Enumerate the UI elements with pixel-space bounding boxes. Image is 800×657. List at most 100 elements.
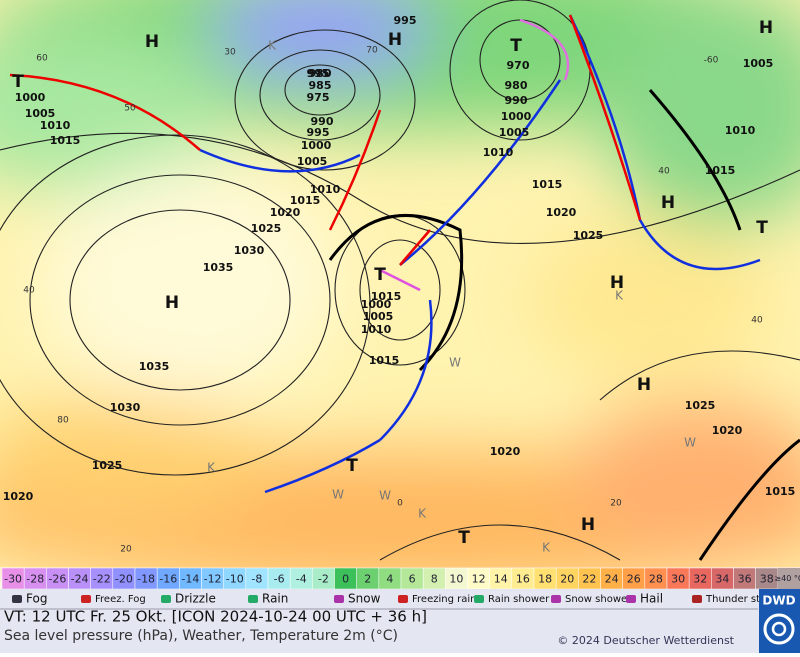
legend-label: Hail xyxy=(640,592,663,606)
isobar-label: 1025 xyxy=(251,222,282,235)
scale-label: -10 xyxy=(226,573,244,586)
legend-label: Thunder storm xyxy=(705,594,780,605)
scale-label: 10 xyxy=(449,573,463,586)
scale-label: -30 xyxy=(4,573,22,586)
graticule-label: 40 xyxy=(23,286,35,296)
isobar-label: 1025 xyxy=(573,229,604,242)
isobar-label: 1015 xyxy=(765,485,796,498)
isobar-label: 1030 xyxy=(234,244,265,257)
isobar-label: 1010 xyxy=(40,119,71,132)
scale-label: 34 xyxy=(715,573,729,586)
legend-label: Drizzle xyxy=(175,592,216,606)
legend-symbol xyxy=(248,595,258,603)
scale-label: -16 xyxy=(159,573,177,586)
scale-label: 16 xyxy=(516,573,530,586)
pressure-center: H xyxy=(759,18,773,38)
logo-swirl xyxy=(771,621,787,637)
graticule-label: -60 xyxy=(704,56,719,66)
isobar-label: 1005 xyxy=(363,310,394,323)
graticule-label: 50 xyxy=(124,104,136,114)
scale-label: 30 xyxy=(671,573,685,586)
scale-label: 14 xyxy=(494,573,508,586)
graticule-label: 0 xyxy=(397,499,403,509)
air-mass-mark: K xyxy=(268,39,277,53)
legend-label: Freezing rain xyxy=(412,594,476,605)
scale-label: 36 xyxy=(738,573,752,586)
scale-label: 20 xyxy=(560,573,574,586)
isobar-label: 1010 xyxy=(725,124,756,137)
legend-symbol xyxy=(161,595,171,603)
scale-label: 26 xyxy=(627,573,641,586)
graticule-label: 70 xyxy=(366,46,378,56)
isobar-label: 1015 xyxy=(532,178,563,191)
pressure-center: T xyxy=(510,36,522,56)
graticule-label: 30 xyxy=(224,48,236,58)
graticule-label: 60 xyxy=(36,54,48,64)
scale-label: -6 xyxy=(274,573,285,586)
pressure-center: H xyxy=(388,30,402,50)
scale-label: -20 xyxy=(115,573,133,586)
isobar-label: 980 xyxy=(309,67,332,80)
scale-label: 6 xyxy=(409,573,416,586)
isobar-label: 1020 xyxy=(546,206,577,219)
air-mass-mark: K xyxy=(207,461,216,475)
legend-symbol xyxy=(398,595,408,603)
temperature-field xyxy=(0,0,800,590)
isobar-label: 1020 xyxy=(712,424,743,437)
scale-cell xyxy=(777,568,800,589)
legend-label: Freez. Fog xyxy=(95,594,146,605)
pressure-center: T xyxy=(374,265,386,285)
air-mass-mark: W xyxy=(332,488,344,502)
legend-label: Rain xyxy=(262,592,288,606)
isobar-label: 1015 xyxy=(50,134,81,147)
isobar-label: 1000 xyxy=(501,110,532,123)
isobar-label: 1015 xyxy=(371,290,402,303)
isobar-label: 970 xyxy=(507,59,530,72)
scale-label: -24 xyxy=(71,573,89,586)
scale-label: -2 xyxy=(318,573,329,586)
scale-label: ≥40 °C xyxy=(774,574,800,583)
isobar-label: 1010 xyxy=(483,146,514,159)
isobar-label: 1005 xyxy=(499,126,530,139)
isobar-label: 995 xyxy=(307,67,330,80)
isobar-label: 1005 xyxy=(743,57,774,70)
isobar-label: 980 xyxy=(505,79,528,92)
scale-label: 18 xyxy=(538,573,552,586)
legend-symbol xyxy=(692,595,702,603)
pressure-center: H xyxy=(581,515,595,535)
isobar-label: 1035 xyxy=(139,360,170,373)
isobar-label: 1010 xyxy=(361,323,392,336)
isobar-label: 1025 xyxy=(92,459,123,472)
graticule-label: 20 xyxy=(610,499,622,509)
pressure-center: T xyxy=(458,528,470,548)
scale-label: 4 xyxy=(386,573,393,586)
description: Sea level pressure (hPa), Weather, Tempe… xyxy=(4,628,398,644)
scale-label: 28 xyxy=(649,573,663,586)
isobar-label: 1020 xyxy=(3,490,34,503)
map-labels: H HHHHHHHTTTTTT10001005101010159959809759… xyxy=(3,14,796,555)
air-mass-mark: K xyxy=(542,541,551,555)
fronts xyxy=(9,14,761,494)
isobar-label: 1005 xyxy=(25,107,56,120)
scale-label: 38 xyxy=(760,573,774,586)
isobar-label: 995 xyxy=(394,14,417,27)
scale-label: -4 xyxy=(296,573,307,586)
weather-legend: Fog Freez. Fog Drizzle Rain Snow Freezing rai… xyxy=(12,592,780,606)
logo-swirl xyxy=(763,613,795,645)
graticule-label: 80 xyxy=(57,416,69,426)
legend-label: Snow shower xyxy=(565,594,632,605)
legend-symbol xyxy=(474,595,484,603)
legend-symbol xyxy=(81,595,91,603)
isobar-label: 1010 xyxy=(310,183,341,196)
isobar-label: 1020 xyxy=(270,206,301,219)
isobar-label: 990 xyxy=(505,94,528,107)
scale-label: 32 xyxy=(693,573,707,586)
legend-symbol xyxy=(12,595,22,603)
graticule-label: 40 xyxy=(658,167,670,177)
pressure-center: T xyxy=(346,456,358,476)
valid-time: VT: 12 UTC Fr. 25 Okt. [ICON 2024-10-24 … xyxy=(4,608,427,626)
scale-label: -12 xyxy=(204,573,222,586)
scale-label: -18 xyxy=(137,573,155,586)
isobar-label: 975 xyxy=(307,91,330,104)
